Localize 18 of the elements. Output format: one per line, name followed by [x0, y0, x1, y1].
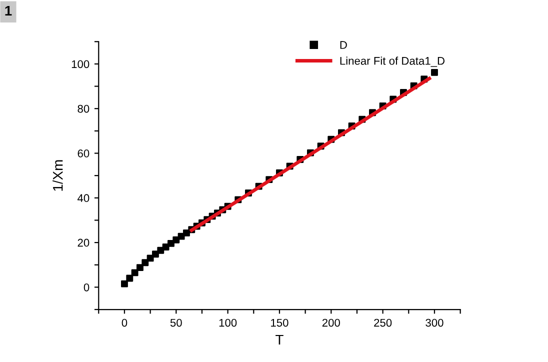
y-axis-title: 1/Xm [52, 160, 63, 191]
legend-label: D [340, 41, 347, 49]
x-tick-label: 50 [170, 318, 182, 327]
y-tick-label: 80 [78, 104, 90, 113]
x-axis-title: T [276, 334, 284, 345]
y-tick-label: 100 [72, 60, 90, 68]
legend-label: Linear Fit of Data1_D [340, 56, 444, 67]
y-tick-label: 0 [84, 283, 90, 292]
y-tick-label: 20 [78, 238, 90, 247]
x-tick-label: 150 [271, 318, 288, 327]
x-tick-label: 100 [219, 318, 237, 327]
y-tick-label: 60 [78, 150, 90, 158]
text: 1 [5, 6, 12, 16]
x-tick-label: 250 [374, 318, 392, 327]
y-tick-label: 40 [78, 194, 90, 202]
x-tick-label: 200 [322, 318, 340, 327]
x-tick-label: 300 [426, 318, 444, 327]
x-tick-label: 0 [122, 318, 128, 327]
